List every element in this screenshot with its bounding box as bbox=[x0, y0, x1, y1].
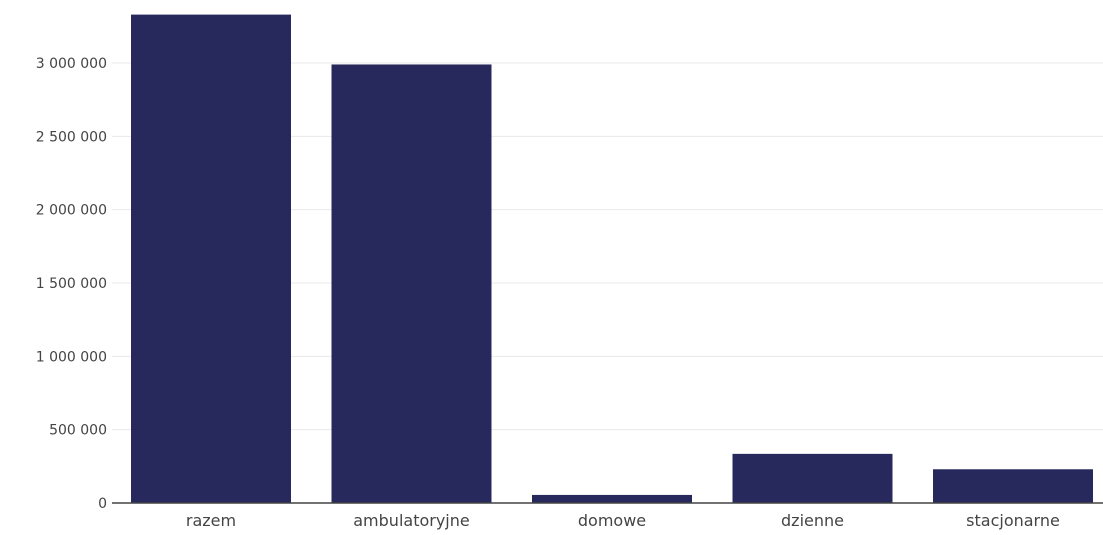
bar-stacjonarne[interactable] bbox=[933, 469, 1093, 503]
bar-domowe[interactable] bbox=[532, 494, 692, 503]
y-tick-label: 0 bbox=[98, 496, 107, 512]
x-tick-label: stacjonarne bbox=[966, 511, 1060, 530]
bar-razem[interactable] bbox=[131, 14, 291, 503]
x-tick-label: razem bbox=[186, 511, 236, 530]
y-tick-label: 2 500 000 bbox=[36, 129, 107, 145]
y-tick-label: 1 500 000 bbox=[36, 276, 107, 292]
x-tick-label: dzienne bbox=[781, 511, 844, 530]
x-tick-label: domowe bbox=[578, 511, 646, 530]
bar-ambulatoryjne[interactable] bbox=[331, 64, 492, 503]
x-tick-label: ambulatoryjne bbox=[353, 511, 469, 530]
y-tick-label: 2 000 000 bbox=[36, 203, 107, 219]
y-tick-label: 500 000 bbox=[49, 423, 107, 439]
bar-dzienne[interactable] bbox=[732, 453, 893, 503]
bars bbox=[131, 14, 1093, 503]
y-tick-label: 1 000 000 bbox=[36, 349, 107, 365]
axes: 0 500 000 1 000 000 1 500 000 2 000 000 2 500… bbox=[36, 56, 1103, 530]
y-tick-label: 3 000 000 bbox=[36, 56, 107, 72]
